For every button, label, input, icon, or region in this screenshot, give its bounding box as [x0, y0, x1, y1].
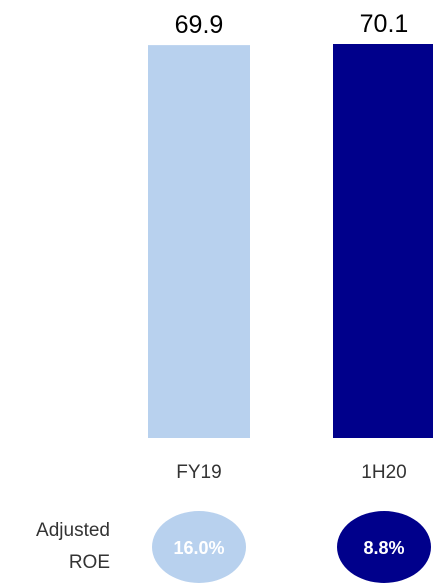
- bars-layer: [148, 44, 433, 438]
- category-label-1h20: 1H20: [361, 462, 406, 483]
- bar-fy19: [148, 45, 250, 438]
- category-label-fy19: FY19: [176, 462, 221, 483]
- roe-badge-1h20: [337, 511, 431, 583]
- roe-value-fy19: 16.0%: [173, 538, 224, 558]
- roe-value-1h20: 8.8%: [363, 538, 404, 558]
- bar-1h20: [333, 44, 433, 438]
- adjusted-roe-label-line2: ROE: [68, 552, 110, 573]
- roe-badges-layer: 16.0% 8.8%: [152, 511, 431, 583]
- value-labels-layer: 69.9 70.1: [175, 10, 409, 39]
- roe-badge-fy19: [152, 511, 246, 583]
- adjusted-roe-label: Adjusted ROE: [0, 515, 110, 579]
- value-label-1h20: 70.1: [360, 10, 409, 38]
- category-labels-layer: FY19 1H20: [176, 462, 406, 483]
- adjusted-roe-label-line1: Adjusted: [36, 520, 110, 541]
- value-label-fy19: 69.9: [175, 11, 224, 39]
